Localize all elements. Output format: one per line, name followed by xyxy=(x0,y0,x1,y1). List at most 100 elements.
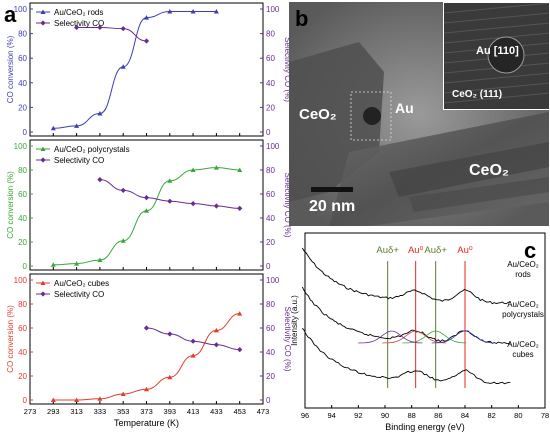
y-tick-label-left: 40 xyxy=(18,79,27,88)
inset-ceo2-label: CeO₂ (111) xyxy=(452,89,503,100)
legend-label: Selectivity CO xyxy=(54,290,104,299)
tem-image: Au [110] CeO₂ (111) CeO₂ Au CeO₂ 20 nm b xyxy=(289,2,549,226)
y-tick-label-right: 40 xyxy=(266,79,275,88)
data-point xyxy=(97,24,103,31)
spectrum-label: Au/CeO₂ xyxy=(507,300,539,309)
xps-spectrum xyxy=(301,286,511,345)
y-axis-title-left: CO conversion (%) xyxy=(6,35,15,103)
y-tick-label-right: 100 xyxy=(266,142,280,151)
legend-marker xyxy=(40,291,46,297)
tem-micrograph xyxy=(289,2,549,226)
x-tick-label: 82 xyxy=(487,411,495,420)
data-point xyxy=(120,187,126,193)
panel-a-charts: 0 0 20 20 40 40 60 60 80 80 100 100 CO conversion (%… xyxy=(6,2,292,428)
legend-label: Au/CeO₂ rods xyxy=(54,8,103,17)
x-tick-label: 90 xyxy=(381,411,389,420)
x-tick-label: 413 xyxy=(187,407,200,416)
legend-label: Au/CeO₂ cubes xyxy=(54,279,109,288)
x-tick-label: 333 xyxy=(94,407,107,416)
x-axis-title: Binding energy (eV) xyxy=(385,422,465,432)
y-tick-label-right: 100 xyxy=(266,276,280,285)
spectrum-label: cubes xyxy=(512,350,533,359)
data-point xyxy=(213,342,219,348)
y-tick-label-right: 0 xyxy=(266,128,271,137)
y-tick-label-left: 60 xyxy=(18,324,27,333)
tem-au-label: Au xyxy=(395,100,414,116)
hrtem-inset: Au [110] CeO₂ (111) xyxy=(443,2,549,110)
y-tick-label-right: 80 xyxy=(266,300,275,309)
legend-label: Au/CeO₂ polycrystals xyxy=(54,145,130,154)
data-point xyxy=(190,201,196,207)
data-point xyxy=(50,125,56,131)
tem-ceo2-left-label: CeO₂ xyxy=(299,106,337,123)
data-point xyxy=(144,15,149,20)
x-tick-label: 88 xyxy=(407,411,415,420)
panel-c-xps: 96 94 92 90 88 86 84 82 80 78 Binding energy (eV) I… xyxy=(290,232,549,432)
tem-scale-bar-label: 20 nm xyxy=(309,198,356,215)
x-tick-label: 473 xyxy=(257,407,270,416)
panel-letter-a: a xyxy=(4,2,17,27)
data-point xyxy=(167,331,173,337)
data-point xyxy=(144,386,149,392)
fit-component xyxy=(382,330,447,344)
data-point xyxy=(74,123,80,128)
data-point xyxy=(97,396,103,401)
x-tick-label: 84 xyxy=(461,411,469,420)
x-tick-label: 273 xyxy=(24,407,37,416)
data-point xyxy=(143,325,150,331)
data-point xyxy=(74,261,80,266)
series-line xyxy=(76,26,147,42)
spectrum-label: rods xyxy=(515,270,531,279)
x-tick-label: 393 xyxy=(164,407,177,416)
data-point xyxy=(143,38,150,44)
middle-chart: 0 0 20 20 40 40 60 60 80 80 100 100 CO conversion (%… xyxy=(6,142,292,271)
peak-label: Auδ+ xyxy=(424,245,447,256)
data-point xyxy=(213,8,219,14)
y-tick-label-right: 20 xyxy=(266,372,275,381)
data-point xyxy=(190,8,196,14)
x-tick-label: 373 xyxy=(140,407,153,416)
x-tick-label: 78 xyxy=(541,411,549,420)
y-tick-label-left: 100 xyxy=(14,276,28,285)
data-point xyxy=(213,203,219,209)
y-tick-label-right: 0 xyxy=(266,396,271,405)
y-tick-label-left: 20 xyxy=(18,372,27,381)
data-point xyxy=(167,374,173,380)
legend-marker xyxy=(40,157,46,163)
y-tick-label-left: 20 xyxy=(18,103,27,112)
y-axis-title-right: Selectivity CO (%) xyxy=(283,37,292,102)
y-axis-title: Intensity (a.u.) xyxy=(290,295,299,346)
data-point xyxy=(237,205,243,211)
data-point xyxy=(213,327,219,333)
y-tick-label-right: 0 xyxy=(266,262,271,271)
x-axis-title: Temperature (K) xyxy=(114,418,179,428)
data-point xyxy=(237,347,243,353)
panel-letter-c: c xyxy=(524,238,537,263)
xps-frame xyxy=(304,232,546,409)
legend-marker xyxy=(40,280,46,285)
x-tick-label: 86 xyxy=(434,411,442,420)
spectrum-label: polycrystals xyxy=(502,310,544,319)
y-axis-title-right: Selectivity CO (%) xyxy=(283,173,292,238)
y-tick-label-right: 20 xyxy=(266,238,275,247)
inset-au-label: Au [110] xyxy=(476,45,519,57)
data-point xyxy=(120,238,126,243)
top-chart: 0 0 20 20 40 40 60 60 80 80 100 100 CO conversion (%… xyxy=(6,5,292,137)
fit-component xyxy=(431,330,496,344)
data-point xyxy=(144,208,149,213)
spectrum-label: Au/CeO₂ xyxy=(507,260,539,269)
legend-marker xyxy=(40,146,46,151)
series-line xyxy=(53,10,217,129)
y-tick-label-right: 80 xyxy=(266,166,275,175)
legend-marker xyxy=(40,20,46,26)
x-tick-label: 353 xyxy=(117,407,130,416)
y-tick-label-right: 20 xyxy=(266,103,275,112)
legend-label: Selectivity CO xyxy=(54,156,104,165)
y-tick-label-left: 80 xyxy=(18,166,27,175)
xps-plot: 96 94 92 90 88 86 84 82 80 78 Binding energy (eV) I… xyxy=(290,245,549,432)
peak-label: Auδ+ xyxy=(376,245,399,256)
y-axis-title-left: CO conversion (%) xyxy=(6,305,15,373)
y-tick-label-left: 80 xyxy=(18,30,27,39)
data-point xyxy=(50,262,56,267)
series-line xyxy=(99,179,240,209)
